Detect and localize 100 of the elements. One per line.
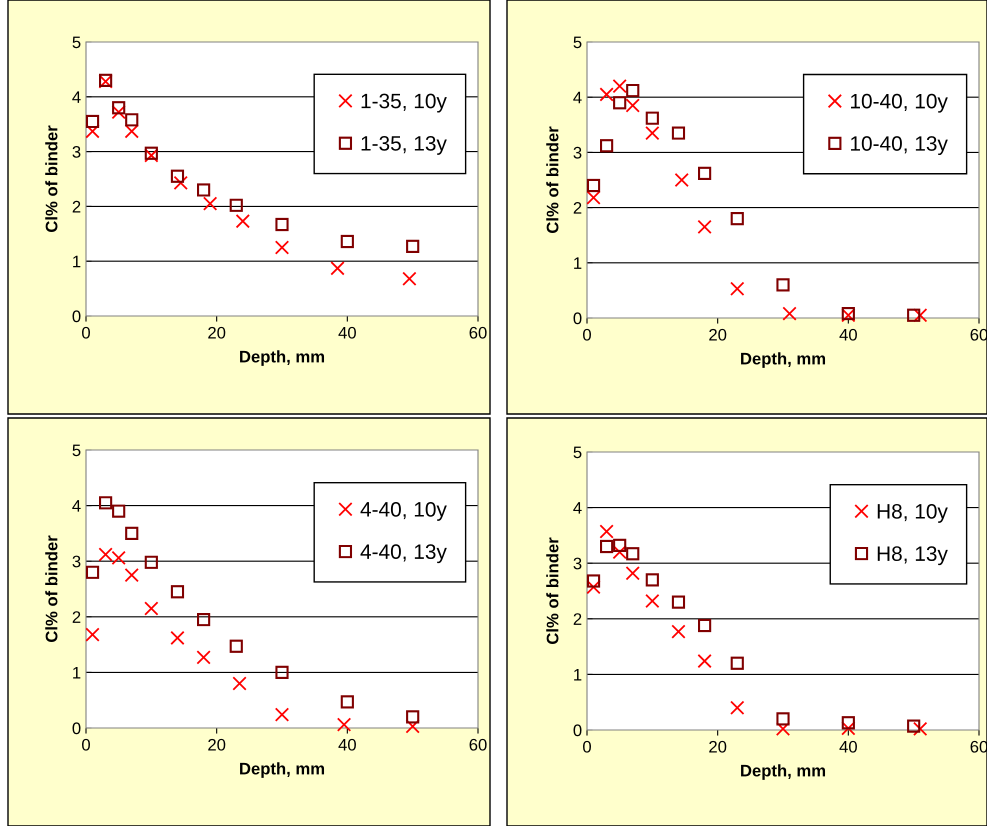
point <box>674 172 689 188</box>
point <box>170 170 184 183</box>
point <box>600 540 614 554</box>
y-tick-label: 1 <box>574 257 582 269</box>
point <box>698 166 712 180</box>
point <box>402 272 417 286</box>
y-axis-title: Cl% of binder <box>45 536 58 642</box>
y-tick-label: 5 <box>574 36 582 48</box>
point <box>202 196 218 211</box>
point <box>340 695 354 708</box>
point <box>340 234 354 248</box>
x-tick-label: 0 <box>82 326 90 339</box>
point <box>842 716 855 730</box>
point <box>406 710 420 724</box>
point <box>144 148 158 163</box>
point <box>645 126 660 140</box>
x-tick-label: 60 <box>470 326 487 339</box>
y-tick-label: 4 <box>72 91 81 103</box>
point <box>599 87 614 102</box>
point <box>907 720 920 733</box>
point <box>626 84 640 98</box>
x-tick-label: 40 <box>338 326 356 339</box>
point <box>99 496 112 510</box>
point <box>197 612 210 626</box>
y-tick-label: 2 <box>574 613 582 625</box>
y-tick-label: 4 <box>72 500 81 512</box>
point <box>586 574 600 588</box>
point <box>697 654 712 668</box>
x-tick-label: 60 <box>470 738 487 751</box>
y-tick-label: 0 <box>574 724 582 736</box>
y-tick-label: 1 <box>574 668 582 680</box>
y-tick-label: 0 <box>72 310 80 322</box>
point <box>626 547 640 560</box>
point <box>613 538 626 552</box>
point <box>274 708 290 722</box>
point <box>776 278 790 292</box>
point <box>86 114 100 128</box>
legend-label: 4-40, 10y <box>360 502 447 521</box>
point <box>612 79 627 94</box>
point <box>645 594 660 608</box>
y-tick-label: 0 <box>574 312 582 324</box>
x-tick-label: 20 <box>709 328 726 341</box>
point <box>144 556 158 569</box>
point <box>275 666 289 679</box>
legend-label: 10-40, 10y <box>851 94 948 113</box>
point <box>697 220 712 234</box>
y-tick-label: 0 <box>72 722 80 734</box>
point <box>144 601 158 616</box>
point <box>672 596 686 609</box>
x-tick-label: 40 <box>338 738 356 751</box>
y-tick-label: 1 <box>73 666 80 678</box>
y-tick-label: 3 <box>574 146 582 159</box>
point <box>197 183 210 197</box>
y-tick-label: 3 <box>72 146 80 158</box>
point <box>124 568 139 582</box>
point <box>730 212 744 226</box>
point <box>626 98 640 113</box>
point <box>776 712 790 726</box>
y-tick-label: 5 <box>574 446 582 458</box>
point <box>112 101 126 114</box>
point <box>275 218 289 232</box>
point <box>586 178 600 192</box>
legend-label: 1-35, 13y <box>362 136 447 155</box>
point <box>86 566 100 579</box>
point <box>85 124 100 138</box>
point <box>586 190 601 205</box>
y-tick-label: 3 <box>574 558 582 570</box>
y-tick-label: 2 <box>72 611 80 623</box>
point <box>170 585 184 598</box>
point <box>230 640 243 653</box>
legend-label: 10-40, 13y <box>851 136 948 156</box>
point <box>626 566 640 580</box>
point <box>232 676 247 691</box>
legend-label: 1-35, 10y <box>362 94 447 113</box>
point <box>85 627 100 642</box>
point <box>274 240 290 255</box>
point <box>230 198 243 212</box>
point <box>913 722 928 736</box>
point <box>671 624 686 639</box>
y-tick-label: 1 <box>73 256 80 268</box>
point <box>406 240 420 254</box>
point <box>730 656 744 670</box>
point <box>782 306 797 321</box>
point <box>600 139 614 152</box>
point <box>144 146 158 160</box>
point <box>112 104 126 120</box>
point <box>124 124 139 138</box>
y-tick-label: 5 <box>72 36 80 48</box>
y-tick-label: 4 <box>573 502 582 514</box>
point <box>330 261 345 276</box>
point <box>170 630 185 646</box>
point <box>125 113 138 126</box>
point <box>406 719 420 734</box>
x-axis-title: Depth, mm <box>240 350 324 366</box>
point <box>336 718 352 732</box>
x-tick-label: 40 <box>839 740 857 753</box>
point <box>599 524 614 539</box>
x-axis-title: Depth, mm <box>741 764 826 780</box>
y-tick-label: 4 <box>573 92 582 104</box>
point <box>236 214 250 228</box>
